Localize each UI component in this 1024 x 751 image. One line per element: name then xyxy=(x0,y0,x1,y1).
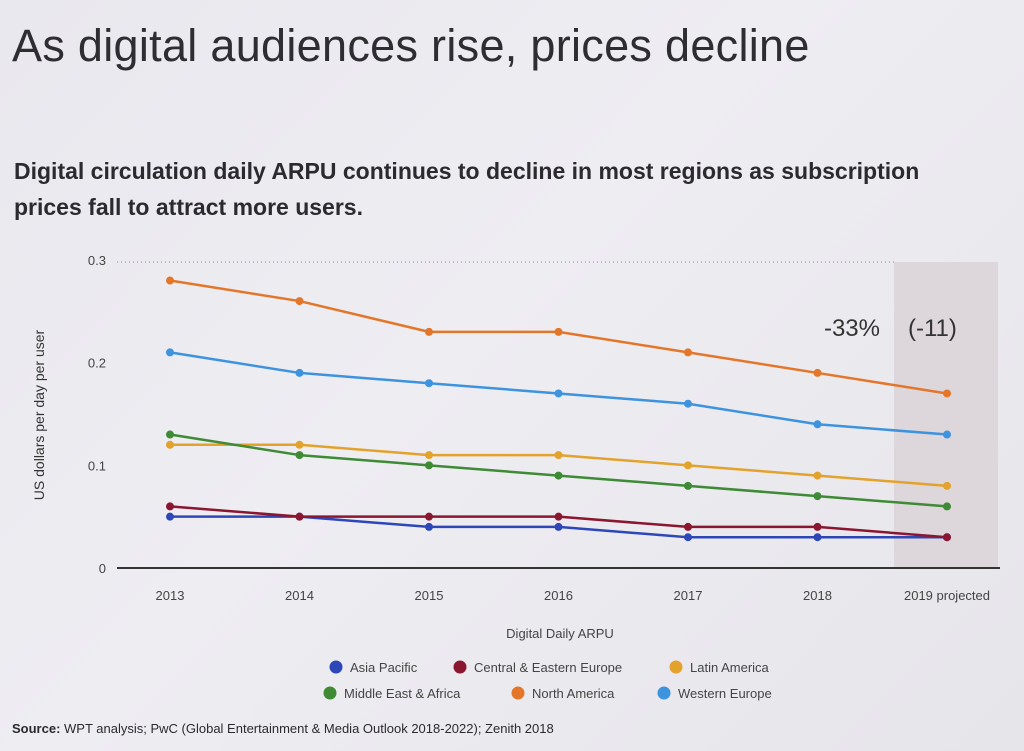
legend-marker xyxy=(329,660,343,674)
data-point xyxy=(813,533,822,542)
x-tick-label: 2017 xyxy=(674,588,703,603)
annotation-percent: -33% xyxy=(824,315,880,342)
data-point xyxy=(166,348,174,357)
legend-marker xyxy=(669,660,683,674)
data-point xyxy=(166,430,174,439)
page-title: As digital audiences rise, prices declin… xyxy=(12,20,810,71)
data-point xyxy=(166,276,174,285)
data-point xyxy=(813,420,822,429)
data-point xyxy=(166,512,174,521)
data-point xyxy=(813,471,822,480)
data-point xyxy=(813,522,822,531)
data-point xyxy=(684,481,692,490)
data-point xyxy=(554,522,563,531)
data-point xyxy=(425,451,433,460)
legend-label: Middle East & Africa xyxy=(344,686,461,701)
data-point xyxy=(943,389,951,398)
data-point xyxy=(684,348,692,357)
data-point xyxy=(684,533,692,542)
y-axis-label: US dollars per day per user xyxy=(31,329,47,500)
data-point xyxy=(684,522,692,531)
projected-shade xyxy=(894,262,998,568)
series-line xyxy=(170,443,948,488)
x-tick-label: 2015 xyxy=(415,588,444,603)
page-subtitle: Digital circulation daily ARPU continues… xyxy=(14,158,920,220)
source-label: Source: xyxy=(12,721,61,736)
x-tick-label: 2016 xyxy=(544,588,573,603)
data-point xyxy=(554,512,563,521)
legend-marker xyxy=(323,686,337,700)
x-tick-label: 2018 xyxy=(803,588,832,603)
y-tick-label: 0.1 xyxy=(88,458,106,473)
data-point xyxy=(425,512,433,521)
x-tick-label: 2019 projected xyxy=(904,588,990,603)
data-point xyxy=(813,492,822,501)
legend-label: Western Europe xyxy=(678,686,772,701)
data-point xyxy=(166,440,174,449)
data-point xyxy=(554,451,563,460)
data-point xyxy=(943,430,951,439)
y-tick-label: 0.3 xyxy=(88,253,106,268)
legend-label: Central & Eastern Europe xyxy=(474,660,622,675)
data-point xyxy=(813,368,822,377)
legend-marker xyxy=(657,686,671,700)
data-point xyxy=(295,512,304,521)
source-text: WPT analysis; PwC (Global Entertainment … xyxy=(64,721,554,736)
legend-marker xyxy=(511,686,525,700)
legend-label: North America xyxy=(532,686,615,701)
legend-label: Asia Pacific xyxy=(350,660,418,675)
data-point xyxy=(554,327,563,336)
series-line xyxy=(169,505,948,539)
y-tick-label: 0 xyxy=(99,561,106,576)
data-point xyxy=(943,502,951,511)
legend-label: Latin America xyxy=(690,660,770,675)
data-point xyxy=(295,368,304,377)
legend-marker xyxy=(453,660,467,674)
data-point xyxy=(943,533,951,542)
data-point xyxy=(425,522,433,531)
data-point xyxy=(425,461,433,470)
line-chart: 0 0.1 0.2 0.3 2013 2014 2015 2016 2017 2018 2019 p… xyxy=(31,253,1000,701)
data-point xyxy=(295,440,304,449)
annotation-count: (-11) xyxy=(908,315,957,342)
x-axis-label: Digital Daily ARPU xyxy=(506,626,614,641)
data-point xyxy=(943,481,951,490)
data-point xyxy=(425,327,433,336)
x-tick-label: 2014 xyxy=(285,588,314,603)
y-tick-label: 0.2 xyxy=(88,356,106,371)
data-point xyxy=(554,389,563,398)
data-point xyxy=(684,399,692,408)
data-point xyxy=(554,471,563,480)
source-note: Source: WPT analysis; PwC (Global Entert… xyxy=(12,721,554,736)
data-point xyxy=(425,379,433,388)
x-tick-label: 2013 xyxy=(156,588,185,603)
data-point xyxy=(684,461,692,470)
data-point xyxy=(295,297,304,306)
data-point xyxy=(166,502,174,511)
data-point xyxy=(295,451,304,460)
